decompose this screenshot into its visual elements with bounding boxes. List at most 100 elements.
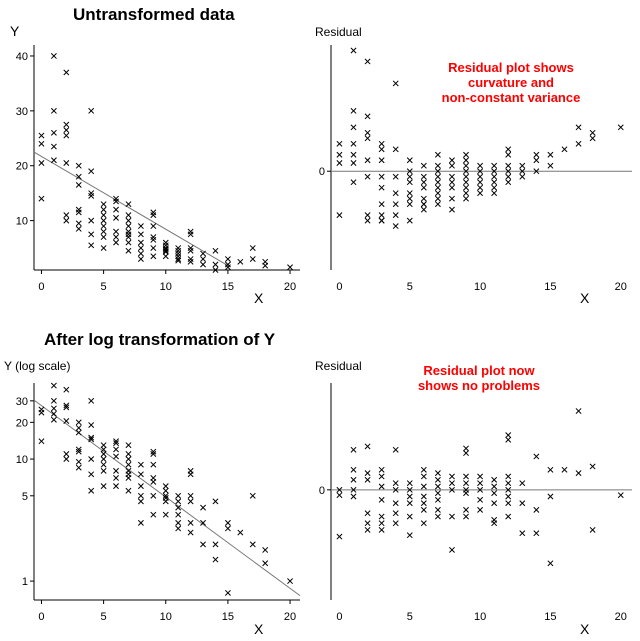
data-point	[113, 475, 119, 481]
data-point	[100, 234, 107, 241]
data-point	[50, 405, 57, 412]
data-point	[113, 234, 119, 241]
data-point	[378, 157, 385, 164]
data-point	[378, 483, 385, 490]
data-point	[262, 262, 269, 269]
data-point	[505, 480, 512, 487]
data-point	[200, 250, 207, 257]
data-point	[392, 223, 399, 230]
data-point	[477, 162, 484, 169]
data-point	[420, 184, 427, 191]
data-point	[162, 247, 169, 254]
data-point	[75, 424, 82, 431]
data-point	[350, 140, 357, 147]
data-point	[406, 173, 413, 180]
data-point	[406, 179, 413, 186]
data-point	[50, 397, 57, 404]
data-point	[420, 466, 427, 473]
panel-residual-log: Residual X Residual plot now shows no pr…	[315, 359, 632, 637]
data-point	[137, 471, 144, 478]
data-point	[519, 500, 526, 507]
data-point	[187, 245, 194, 252]
data-point	[463, 184, 469, 191]
data-point	[113, 446, 119, 453]
data-point	[175, 245, 182, 252]
data-point	[589, 463, 596, 470]
x-tick-label: 20	[615, 281, 627, 293]
data-point	[125, 461, 132, 468]
data-point	[262, 546, 269, 553]
data-point	[617, 124, 624, 131]
data-point	[162, 239, 169, 246]
data-point	[491, 168, 498, 175]
data-point	[420, 179, 427, 186]
data-point	[88, 217, 95, 224]
data-point	[88, 434, 95, 441]
data-point	[364, 58, 371, 65]
data-point	[75, 225, 82, 232]
data-point	[125, 475, 132, 481]
data-point	[533, 157, 540, 164]
data-point	[100, 212, 107, 219]
data-point	[175, 504, 182, 511]
x-tick-label: 15	[222, 611, 234, 623]
data-point	[50, 157, 57, 164]
data-point	[175, 519, 182, 526]
data-point	[463, 179, 469, 186]
data-point	[200, 541, 207, 548]
data-point	[392, 510, 399, 517]
data-point	[75, 181, 82, 188]
x-tick-label: 5	[101, 281, 107, 293]
data-point	[237, 258, 244, 265]
data-point	[150, 461, 157, 468]
fitted-regression-line	[33, 399, 301, 597]
data-point	[477, 473, 484, 480]
data-point	[434, 470, 441, 477]
data-point	[533, 151, 540, 158]
data-point	[100, 245, 107, 252]
data-point	[38, 409, 45, 416]
data-point	[137, 492, 144, 499]
data-point	[88, 471, 95, 478]
data-point	[420, 500, 427, 507]
data-point	[406, 486, 413, 493]
data-point	[150, 253, 157, 260]
p2-y-label: Residual	[315, 25, 362, 39]
data-point	[75, 162, 82, 169]
data-point	[113, 195, 119, 202]
data-point	[88, 397, 95, 404]
data-point	[100, 451, 107, 457]
x-tick-label: 10	[474, 611, 486, 623]
data-point	[406, 157, 413, 164]
data-point	[162, 511, 169, 518]
data-point	[449, 179, 455, 186]
data-point	[63, 418, 70, 424]
data-point	[491, 483, 498, 490]
data-point	[150, 223, 157, 230]
y-tick-label: 10	[16, 216, 28, 228]
data-point	[589, 526, 596, 533]
data-point	[162, 246, 169, 253]
data-point	[50, 410, 57, 417]
data-point	[420, 201, 427, 208]
data-point	[449, 195, 455, 202]
p4-y-label: Residual	[315, 359, 362, 373]
data-point	[434, 490, 441, 497]
data-point	[420, 162, 427, 169]
data-point	[175, 492, 182, 499]
data-point	[364, 510, 371, 517]
p2-marks: 0 5 10 15 20 0	[319, 47, 632, 293]
data-point	[137, 256, 144, 262]
data-point	[200, 519, 207, 526]
data-point	[392, 500, 399, 507]
data-point	[175, 257, 182, 264]
data-point	[477, 496, 484, 503]
data-point	[150, 492, 157, 499]
data-point	[125, 247, 132, 254]
data-point	[63, 217, 70, 224]
data-point	[63, 121, 70, 128]
data-point	[212, 247, 219, 254]
data-point	[420, 493, 427, 500]
data-point	[150, 448, 157, 455]
data-point	[100, 483, 107, 490]
